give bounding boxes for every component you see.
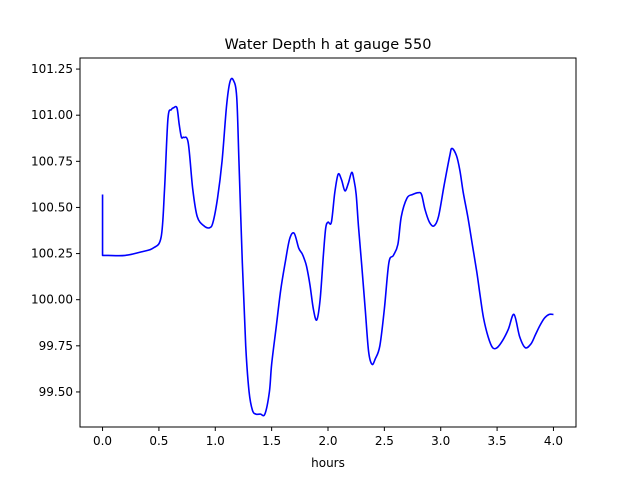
x-tick-label: 1.0 — [206, 434, 225, 448]
x-tick-label: 2.5 — [375, 434, 394, 448]
y-tick-label: 101.00 — [31, 108, 73, 122]
x-tick-label: 0.0 — [93, 434, 112, 448]
axes-frame — [79, 57, 577, 428]
x-tick-label: 2.0 — [318, 434, 337, 448]
y-tick-label: 100.25 — [31, 247, 73, 261]
chart-title: Water Depth h at gauge 550 — [225, 37, 432, 53]
x-tick-label: 4.0 — [544, 434, 563, 448]
x-tick-label: 0.5 — [149, 434, 168, 448]
x-tick-label: 3.0 — [431, 434, 450, 448]
x-tick-label: 3.5 — [488, 434, 507, 448]
x-axis: 0.0 0.5 1.0 1.5 2.0 2.5 3.0 3.5 4.0 — [93, 427, 563, 448]
y-tick-label: 100.00 — [31, 293, 73, 307]
y-tick-label: 99.75 — [39, 339, 73, 353]
y-tick-label: 100.50 — [31, 200, 73, 214]
y-tick-label: 101.25 — [31, 62, 73, 76]
y-tick-label: 99.50 — [39, 385, 73, 399]
plot-area — [101, 77, 554, 417]
x-tick-label: 1.5 — [262, 434, 281, 448]
series-line — [101, 77, 554, 417]
y-tick-label: 100.75 — [31, 154, 73, 168]
x-axis-label: hours — [311, 456, 345, 470]
y-axis: 99.50 99.75 100.00 100.25 100.50 100.75 101.00… — [31, 62, 80, 399]
